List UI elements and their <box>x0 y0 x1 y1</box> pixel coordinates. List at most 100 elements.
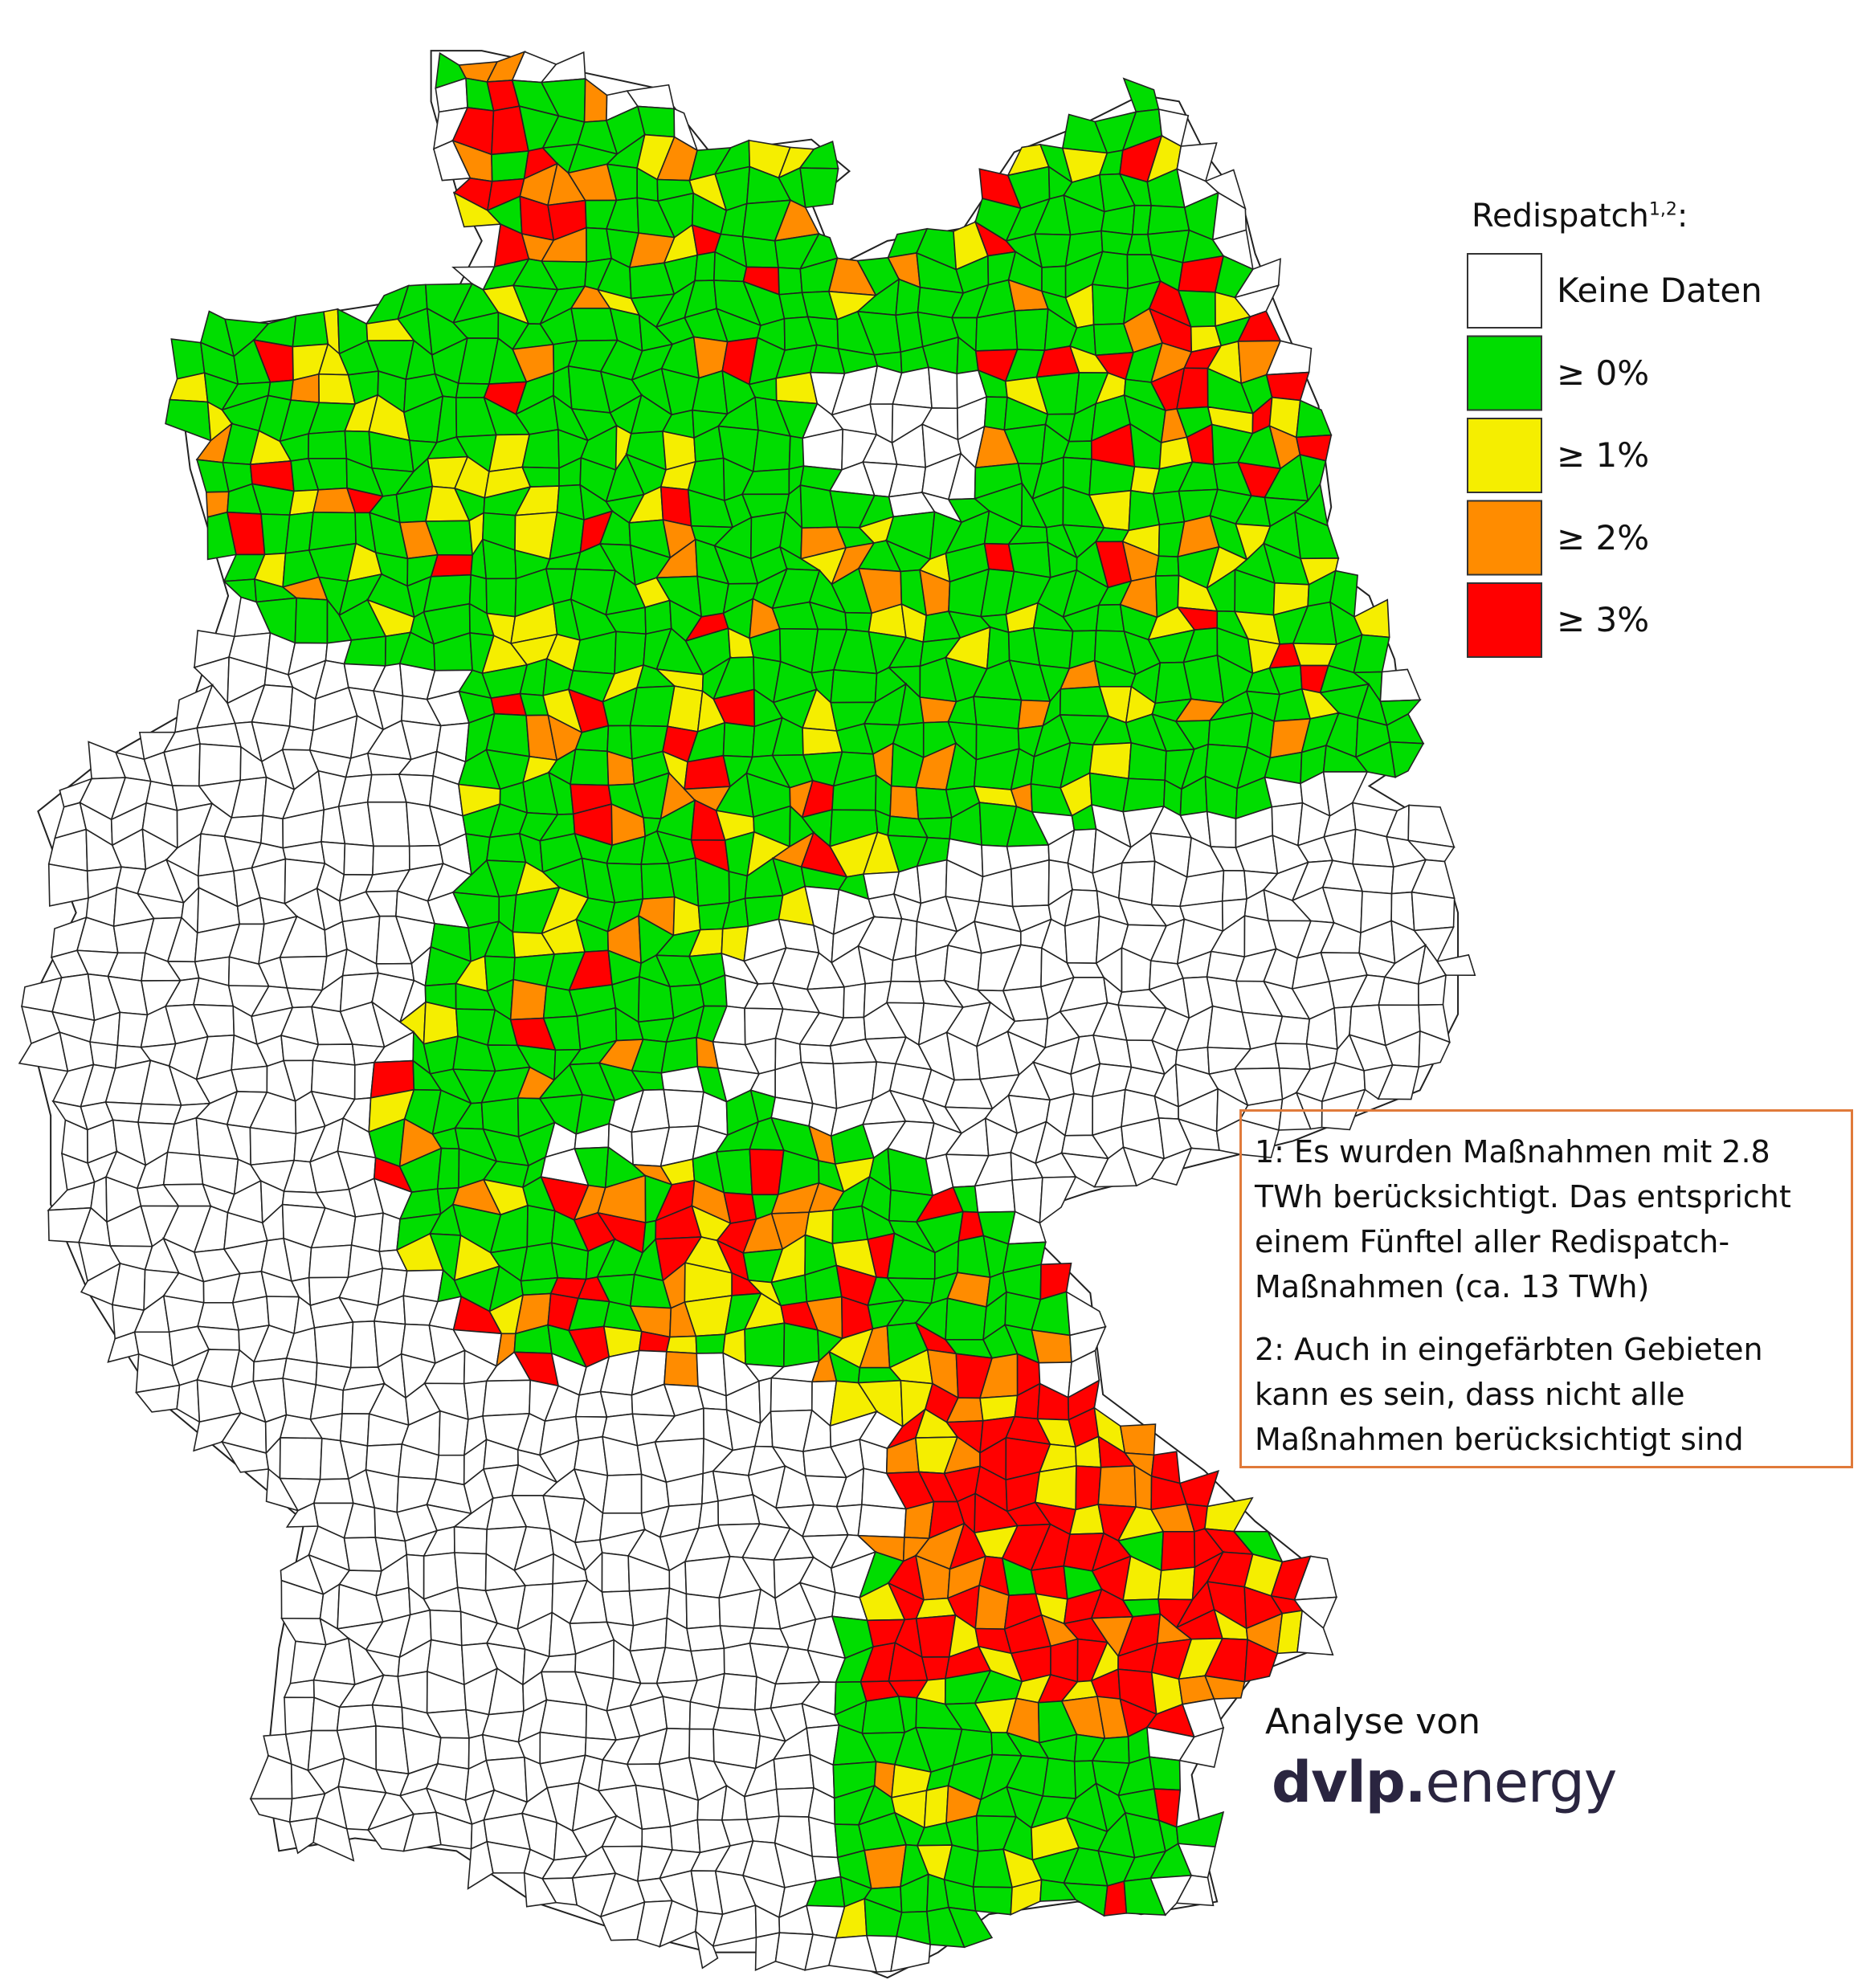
map-cell <box>722 721 756 758</box>
map-cell <box>436 1147 460 1190</box>
legend-label: ≥ 0% <box>1557 353 1650 393</box>
map-cell <box>1296 1609 1334 1656</box>
map-cell <box>349 1320 379 1369</box>
map-cell <box>886 980 925 1004</box>
map-cell <box>1042 1757 1077 1800</box>
map-cell <box>667 685 704 733</box>
map-cell <box>1095 603 1125 632</box>
map-cell <box>1435 953 1476 977</box>
credit-prefix: Analyse von <box>1265 1701 1481 1742</box>
map-cell <box>1203 1675 1246 1700</box>
map-cell <box>663 1088 704 1129</box>
map-cell <box>366 801 410 847</box>
map-cell <box>249 1754 293 1800</box>
map-cell <box>1103 1880 1128 1917</box>
map-cell <box>1031 1329 1072 1364</box>
map-cell <box>665 1335 698 1354</box>
map-cell <box>1411 891 1456 932</box>
map-cell <box>1295 399 1333 439</box>
map-cell <box>1088 742 1133 780</box>
map-cell <box>694 1929 719 1970</box>
legend-swatch <box>1467 335 1542 411</box>
map-cell <box>308 430 348 459</box>
map-cell <box>438 1410 469 1456</box>
legend-label: ≥ 3% <box>1557 600 1650 639</box>
map-cell <box>137 1103 182 1125</box>
map-cell <box>294 597 329 644</box>
map-cell <box>744 1322 786 1368</box>
map-cell <box>684 754 731 790</box>
map-cell <box>694 251 716 282</box>
map-cell <box>485 578 517 618</box>
note: 1: Es wurden Maßnahmen mit 2.8 TWh berüc… <box>1255 1134 1791 1304</box>
legend-swatch <box>1467 500 1542 576</box>
map-cell <box>197 1301 240 1331</box>
map-cell <box>1092 1034 1133 1068</box>
map-cell <box>279 955 328 991</box>
map-cell <box>947 1906 994 1949</box>
map-cell <box>799 167 839 209</box>
map-cell <box>974 309 1019 352</box>
map-cell <box>778 267 803 296</box>
map-cell <box>890 1935 931 1973</box>
map-cell <box>1418 1030 1451 1068</box>
map-cell <box>279 1437 323 1480</box>
map-cell <box>773 1753 815 1790</box>
map-cell <box>162 1151 204 1186</box>
map-cell <box>844 611 873 633</box>
map-cell <box>775 1787 815 1818</box>
brand-bold: dvlp. <box>1272 1749 1426 1815</box>
map-cell <box>1274 1043 1312 1071</box>
map-cell <box>629 685 676 728</box>
map-cell <box>454 1552 488 1592</box>
legend-title: Redispatch1,2: <box>1472 198 1688 235</box>
map-cell <box>864 1843 907 1890</box>
map-cell <box>169 372 209 403</box>
map-cell <box>973 696 1023 730</box>
brand-rest: energy <box>1425 1749 1617 1815</box>
map-cell <box>1206 810 1237 849</box>
map-cell <box>754 1932 781 1971</box>
map-cell <box>662 1696 692 1730</box>
map-cell <box>1097 1465 1137 1508</box>
map-cell <box>788 435 805 471</box>
map-cell <box>688 1728 715 1762</box>
map-cell <box>861 1695 906 1734</box>
cells <box>18 51 1476 1974</box>
map-cell <box>1377 1064 1420 1100</box>
legend-swatch <box>1467 418 1542 493</box>
map-cell <box>770 1377 813 1413</box>
map-cell <box>1175 1875 1215 1907</box>
legend-title-text: Redispatch <box>1472 198 1649 235</box>
map-cell <box>1221 869 1247 902</box>
legend-label: ≥ 1% <box>1557 435 1650 475</box>
map-cell <box>741 235 779 268</box>
legend-label: Keine Daten <box>1557 271 1762 310</box>
map-cell <box>292 311 329 348</box>
map-cell <box>927 366 958 410</box>
map-cell <box>890 954 921 982</box>
map-cell <box>526 1204 556 1248</box>
map-cell <box>1032 627 1074 670</box>
map-cell <box>686 1625 725 1652</box>
map-cell <box>308 1244 353 1279</box>
map-cell <box>343 843 374 876</box>
map-cell <box>1379 668 1422 702</box>
map-cell <box>843 982 867 1019</box>
map-cell <box>231 1065 268 1093</box>
map-cell <box>857 1504 907 1538</box>
map-cell <box>1150 1147 1193 1186</box>
map-cell <box>1243 1639 1279 1683</box>
map-cell <box>599 1390 634 1419</box>
map-cell <box>570 749 610 786</box>
map-cell <box>752 429 791 472</box>
map-cell <box>371 1704 404 1729</box>
map-cell <box>249 1798 293 1823</box>
map-cell <box>669 1819 701 1854</box>
map-cell <box>601 1552 631 1593</box>
map-cell <box>313 1321 354 1369</box>
map-cell <box>1158 1566 1196 1601</box>
map-cell <box>539 1699 588 1739</box>
